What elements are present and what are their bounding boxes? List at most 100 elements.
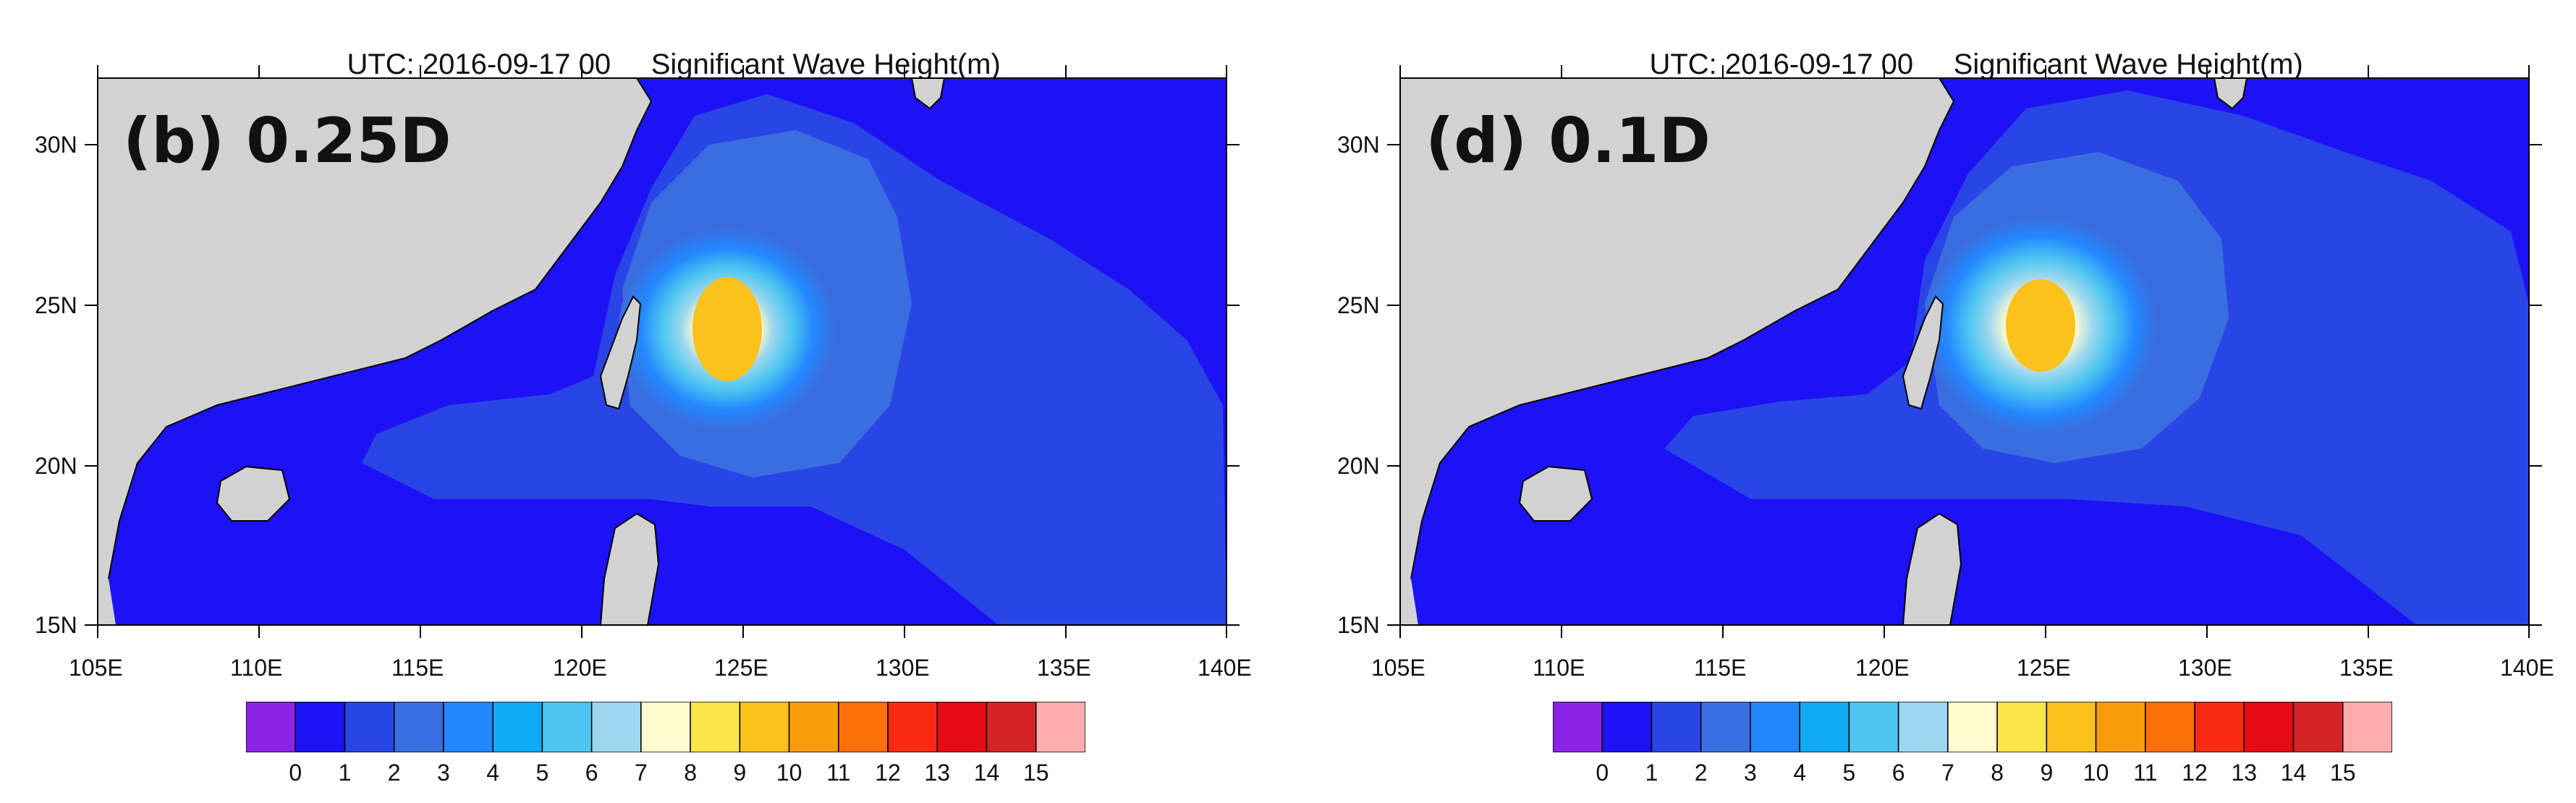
hainan-island	[216, 465, 291, 522]
lon-tick-label: 115E	[1694, 655, 1747, 681]
colorbar-swatch	[2342, 702, 2392, 752]
colorbar-swatch	[640, 702, 691, 752]
map-frame	[97, 77, 1227, 626]
lat-tick-label: 15N	[1337, 612, 1380, 638]
colorbar-swatch	[1897, 702, 1949, 752]
colorbar-tick-label: 4	[1793, 760, 1807, 786]
lon-tick-label: 105E	[1371, 655, 1425, 681]
wave-map-panel-b: UTC: 2016-09-17 00 Significant Wave Heig…	[35, 16, 1252, 789]
colorbar-swatch	[1035, 702, 1085, 752]
colorbar-swatch	[887, 702, 939, 752]
colorbar-swatch	[739, 702, 790, 752]
title-time: UTC: 2016-09-17 00	[1649, 48, 1914, 80]
lon-tick-label: 130E	[2178, 655, 2232, 681]
colorbar-tick-label: 13	[924, 760, 951, 786]
colorbar-swatch	[393, 702, 444, 752]
colorbar-swatch	[2292, 702, 2344, 752]
lon-tick-label: 130E	[876, 655, 930, 681]
colorbar-swatch	[1750, 702, 1800, 752]
lon-tick-label: 105E	[69, 655, 123, 681]
lat-tick-label: 20N	[1337, 453, 1380, 479]
colorbar-swatch	[590, 702, 642, 752]
colorbar-tick-label: 9	[2040, 760, 2054, 786]
colorbar-swatch	[2194, 702, 2245, 752]
lat-tick-label: 25N	[1337, 292, 1380, 318]
lon-tick-label: 140E	[2500, 655, 2554, 681]
colorbar-tick-label: 11	[826, 760, 851, 786]
colorbar-swatch	[1651, 702, 1702, 752]
kyushu-island	[910, 78, 946, 110]
panel-title: UTC: 2016-09-17 00 Significant Wave Heig…	[1617, 16, 2303, 114]
colorbar-tick-label: 6	[1891, 760, 1905, 786]
colorbar-labels: 0 1 2 3 4 5 6 7 8 9 10 11 12 13 14 15	[1553, 760, 2392, 789]
colorbar-swatch	[443, 702, 493, 752]
colorbar-labels: 0 1 2 3 4 5 6 7 8 9 10 11 12 13 14 15	[246, 760, 1085, 789]
lon-tick-label: 120E	[1855, 655, 1910, 681]
lat-tick-label: 20N	[35, 453, 77, 479]
taiwan-island	[1902, 295, 1944, 410]
lon-tick-label: 115E	[391, 655, 444, 681]
lon-tick-label: 125E	[714, 655, 768, 681]
colorbar-swatch	[2046, 702, 2097, 752]
colorbar-swatch	[2145, 702, 2195, 752]
lat-tick-label: 30N	[1337, 132, 1380, 158]
colorbar-swatch	[690, 702, 741, 752]
colorbar-swatch	[838, 702, 889, 752]
colorbar-tick-label: 3	[1744, 760, 1757, 786]
colorbar-swatch	[344, 702, 395, 752]
colorbar-swatch	[1947, 702, 1998, 752]
colorbar-tick-label: 14	[973, 760, 1000, 786]
lon-tick-label: 120E	[553, 655, 607, 681]
map-svg	[85, 65, 1240, 638]
lon-tick-label: 135E	[1037, 655, 1091, 681]
colorbar-tick-label: 9	[733, 760, 747, 786]
china-coastline	[108, 78, 653, 579]
colorbar-tick-label: 14	[2280, 760, 2307, 786]
colorbar-tick-label: 8	[1991, 760, 2004, 786]
colorbar	[1553, 702, 2392, 752]
colorbar-tick-label: 1	[1645, 760, 1658, 786]
colorbar-tick-label: 7	[634, 760, 648, 786]
colorbar-swatch	[295, 702, 346, 752]
colorbar-tick-label: 13	[2231, 760, 2258, 786]
colorbar-tick-label: 11	[2133, 760, 2158, 786]
colorbar-tick-label: 15	[2329, 760, 2356, 786]
colorbar-swatch	[1601, 702, 1653, 752]
map-svg	[1387, 65, 2542, 638]
colorbar-tick-label: 15	[1022, 760, 1049, 786]
colorbar-tick-label: 3	[437, 760, 450, 786]
colorbar-swatch	[986, 702, 1037, 752]
lon-tick-label: 110E	[230, 655, 283, 681]
colorbar-tick-label: 12	[875, 760, 901, 786]
colorbar-swatch	[2243, 702, 2295, 752]
lon-tick-label: 125E	[2017, 655, 2071, 681]
title-variable: Significant Wave Height(m)	[1953, 48, 2303, 80]
axis-ticks	[85, 65, 1240, 638]
colorbar-tick-label: 5	[535, 760, 549, 786]
axis-ticks	[1387, 65, 2542, 638]
colorbar-tick-label: 10	[776, 760, 802, 786]
colorbar-tick-label: 12	[2182, 760, 2208, 786]
colorbar-swatch	[788, 702, 839, 752]
colorbar-tick-label: 7	[1941, 760, 1954, 786]
china-coastline	[1410, 78, 1955, 579]
colorbar-tick-label: 0	[1596, 760, 1609, 786]
lat-tick-label: 15N	[35, 612, 77, 638]
colorbar-tick-label: 10	[2083, 760, 2109, 786]
colorbar	[246, 702, 1085, 752]
colorbar-tick-label: 5	[1842, 760, 1856, 786]
hainan-island	[1518, 465, 1593, 522]
panel-title: UTC: 2016-09-17 00 Significant Wave Heig…	[315, 16, 1001, 114]
taiwan-island	[599, 295, 642, 410]
colorbar-tick-label: 2	[387, 760, 401, 786]
lon-tick-label: 135E	[2339, 655, 2394, 681]
luzon-island	[1902, 512, 1962, 625]
colorbar-tick-label: 0	[289, 760, 302, 786]
panel-label: (d) 0.1D	[1425, 105, 1711, 177]
colorbar-swatch	[936, 702, 988, 752]
lon-tick-label: 140E	[1198, 655, 1252, 681]
wave-map-panel-d: UTC: 2016-09-17 00 Significant Wave Heig…	[1288, 0, 2576, 803]
colorbar-swatch	[492, 702, 543, 752]
colorbar-swatch	[246, 702, 296, 752]
title-variable: Significant Wave Height(m)	[651, 48, 1001, 80]
